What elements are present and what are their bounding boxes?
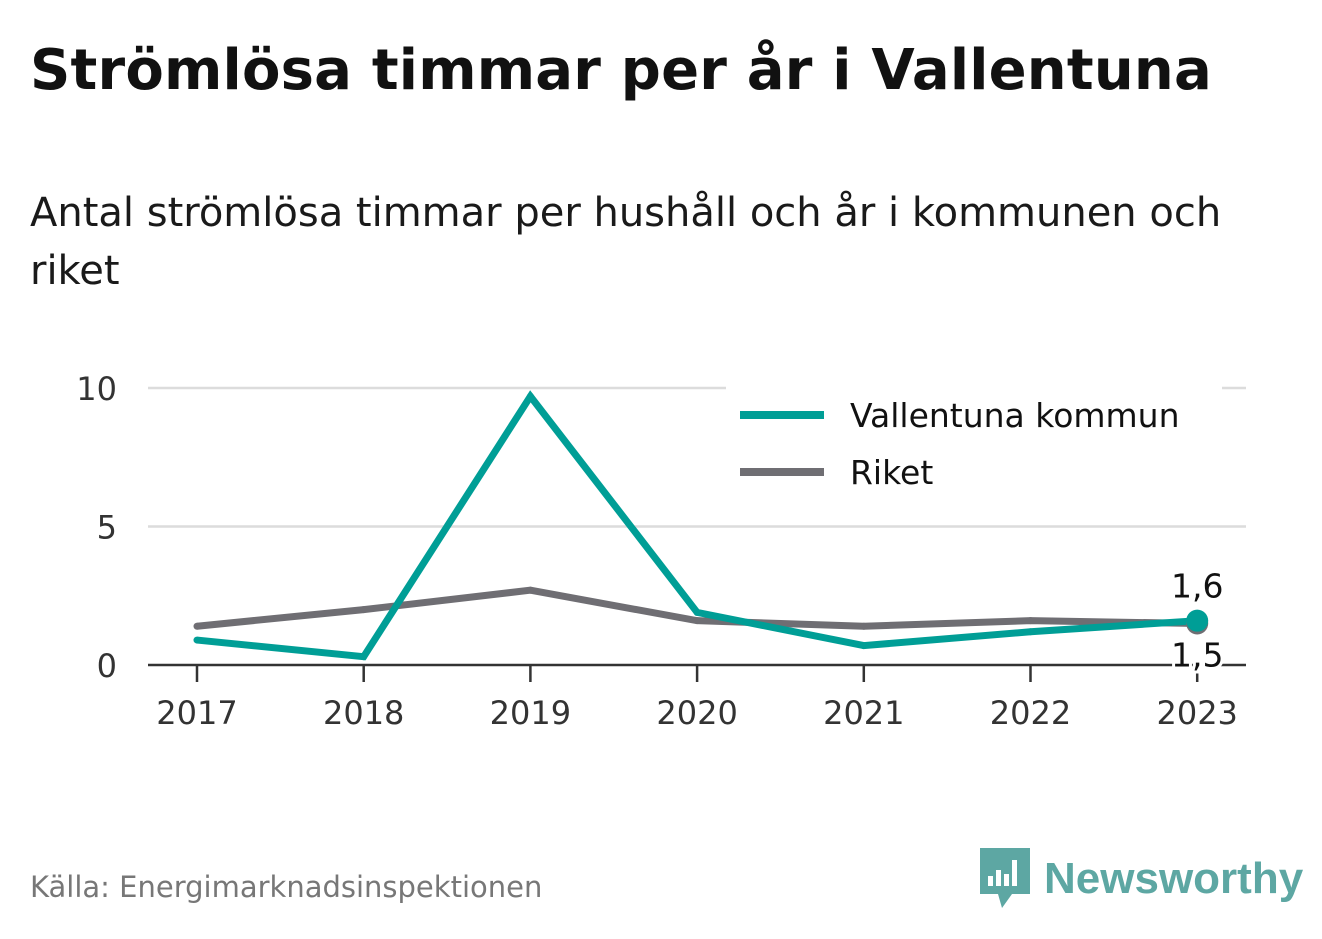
brand-name: Newsworthy: [1044, 854, 1304, 903]
x-tick-label: 2021: [823, 694, 904, 732]
data-point: [1027, 617, 1034, 625]
bar-chart-speech-icon: [980, 848, 1030, 908]
x-axis: 2017 2018 2019 2020 2021 2022 2023: [148, 663, 1246, 732]
legend-label: Riket: [850, 453, 933, 492]
data-point: [860, 622, 868, 630]
end-labels: 1,6 1,5: [1168, 567, 1226, 678]
x-tick-label: 2018: [323, 694, 404, 732]
chart-title: Strömlösa timmar per år i Vallentuna: [30, 38, 1212, 103]
data-point: [693, 617, 701, 625]
newsworthy-logo: Newsworthy: [980, 848, 1303, 910]
data-point: [360, 606, 368, 614]
line-chart: 2017 2018 2019 2020 2021 2022 2023 0 5 10 Vallen…: [76, 370, 1246, 732]
legend: Vallentuna kommun Riket: [726, 384, 1222, 502]
data-point: [193, 622, 201, 630]
x-tick-label: 2019: [490, 694, 571, 732]
data-point: [693, 608, 701, 616]
data-point: [526, 392, 534, 400]
source-note: Källa: Energimarknadsinspektionen: [30, 870, 543, 904]
data-point: [193, 636, 201, 644]
end-label-vallentuna: 1,6: [1171, 567, 1223, 606]
x-tick-label: 2017: [156, 694, 237, 732]
x-tick-label: 2023: [1156, 694, 1237, 732]
y-axis: 0 5 10: [76, 370, 117, 685]
data-point: [1027, 628, 1034, 636]
legend-background: [726, 384, 1222, 502]
series-lines: [193, 390, 1209, 661]
end-marker: [1186, 609, 1209, 632]
data-point: [360, 653, 368, 661]
data-point: [860, 642, 868, 650]
end-label-riket: 1,5: [1171, 635, 1223, 674]
x-tick-label: 2022: [990, 694, 1071, 732]
x-tick-label: 2020: [656, 694, 737, 732]
chart-subtitle: Antal strömlösa timmar per hushåll och å…: [30, 190, 1222, 294]
data-point: [526, 586, 534, 594]
legend-label: Vallentuna kommun: [850, 396, 1180, 435]
y-tick-label: 10: [76, 370, 117, 408]
y-tick-label: 0: [97, 647, 117, 685]
y-tick-label: 5: [97, 509, 117, 547]
